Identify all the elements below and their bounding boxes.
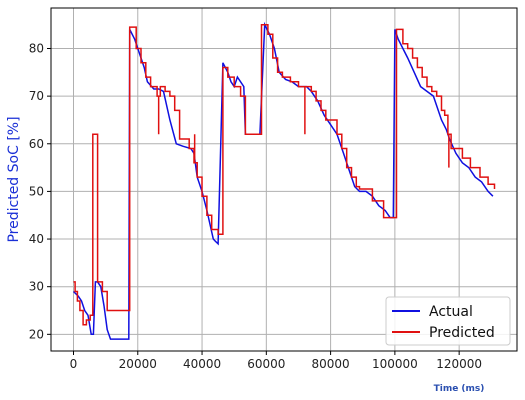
y-axis-label: Predicted SoC [%] — [6, 116, 22, 242]
ticks: 0 20000 40000 60000 80000 100000 120000 20 30 40 5… — [29, 41, 482, 371]
series-line-predicted — [73, 23, 496, 326]
plot-frame — [50, 7, 518, 352]
y-tick-label: 50 — [29, 184, 44, 198]
series-layer — [72, 21, 496, 340]
legend: Actual Predicted — [385, 296, 511, 346]
y-tick-label: 20 — [29, 327, 44, 341]
series-line-actual — [72, 21, 494, 340]
y-tick-label: 60 — [29, 137, 44, 151]
y-tick-label: 80 — [29, 41, 44, 55]
legend-label-actual: Actual — [429, 304, 473, 320]
y-tick-label: 70 — [29, 89, 44, 103]
x-tick-label: 100000 — [372, 357, 418, 371]
x-tick-label: 0 — [70, 357, 78, 371]
y-tick-label: 30 — [29, 280, 44, 294]
x-tick-label: 80000 — [312, 357, 350, 371]
x-tick-label: 120000 — [436, 357, 482, 371]
y-tick-label: 40 — [29, 232, 44, 246]
x-tick-label: 20000 — [119, 357, 157, 371]
x-tick-label: 40000 — [183, 357, 221, 371]
x-axis-label: Time (ms) — [434, 384, 485, 394]
x-tick-label: 60000 — [247, 357, 285, 371]
legend-label-predicted: Predicted — [429, 325, 495, 341]
